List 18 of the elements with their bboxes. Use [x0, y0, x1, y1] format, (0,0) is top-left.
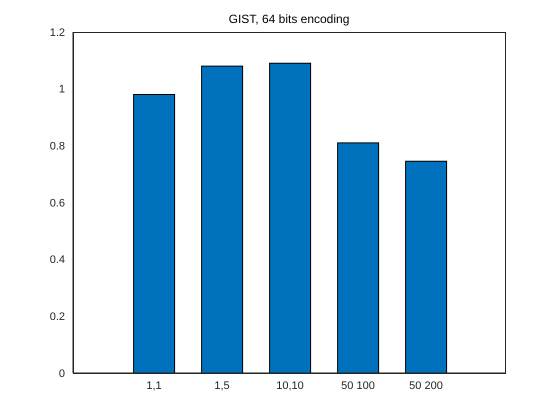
x-tick-label: 10,10 [276, 380, 304, 392]
bar [405, 160, 448, 373]
y-tick-label: 0.2 [50, 311, 65, 324]
bar [337, 142, 380, 373]
y-tick-label: 0 [58, 368, 65, 380]
x-tick-label: 1,1 [146, 380, 162, 392]
y-tick-label: 1.2 [50, 26, 65, 39]
x-tick-label: 50 200 [409, 380, 443, 392]
bar [201, 66, 244, 373]
y-tick-label: 0.8 [50, 140, 65, 153]
x-tick-label: 1,5 [214, 380, 230, 392]
y-tick-label: 0.4 [50, 254, 65, 266]
y-tick-label: 1 [58, 84, 65, 96]
bar [269, 62, 312, 373]
y-tick-label: 0.6 [50, 197, 65, 210]
bar [133, 94, 176, 373]
chart-title: GIST, 64 bits encoding [228, 12, 350, 26]
x-tick-label: 50 100 [341, 380, 375, 392]
